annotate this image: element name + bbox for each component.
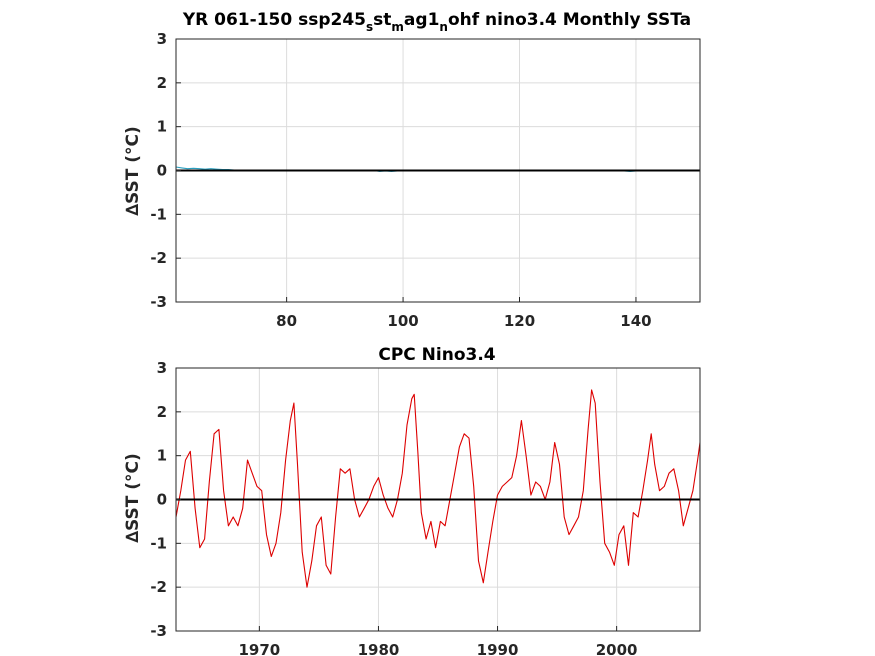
title-sub-2: m: [391, 20, 404, 34]
y-tick-label: 0: [157, 162, 167, 180]
y-tick-label: 3: [157, 359, 167, 377]
panel-bottom-title: CPC Nino3.4: [378, 345, 495, 365]
panel-top: YR 061-150 ssp245sstmag1nohf nino3.4 Mon…: [123, 10, 701, 330]
x-tick-label: 1990: [477, 641, 519, 656]
y-tick-label: 2: [157, 403, 167, 421]
y-tick-label: 1: [157, 118, 167, 136]
title-part-3: ag1: [404, 10, 439, 30]
panel-top-tick-labels: 80 100 120 140 -3 -2 -1 0 1 2 3: [150, 30, 651, 330]
y-tick-label: -3: [150, 293, 167, 311]
y-tick-label: -1: [150, 205, 167, 223]
y-tick-label: 1: [157, 447, 167, 465]
y-tick-label: 2: [157, 74, 167, 92]
panel-top-ylabel: ∆SST (°C): [123, 126, 143, 216]
x-tick-label: 80: [276, 312, 297, 330]
panel-top-title: YR 061-150 ssp245sstmag1nohf nino3.4 Mon…: [182, 10, 691, 34]
y-tick-label: 0: [157, 491, 167, 509]
x-tick-label: 1970: [238, 641, 280, 656]
panel-bottom: CPC Nino3.4 1970 1980 1990 2000 -3 -2 -1 0 1 2 3 ∆…: [123, 345, 701, 656]
x-tick-label: 100: [387, 312, 418, 330]
y-tick-label: -2: [150, 249, 167, 267]
series-line: [175, 389, 701, 588]
title-sub-1: s: [366, 20, 373, 34]
y-tick-label: 3: [157, 30, 167, 48]
y-tick-label: -3: [150, 622, 167, 640]
panel-bottom-tick-labels: 1970 1980 1990 2000 -3 -2 -1 0 1 2 3: [150, 359, 637, 656]
x-tick-label: 2000: [596, 641, 638, 656]
panel-bottom-ylabel: ∆SST (°C): [123, 453, 143, 543]
y-tick-label: -2: [150, 578, 167, 596]
y-tick-label: -1: [150, 534, 167, 552]
panel-bottom-series: [175, 389, 701, 588]
title-part-1: YR 061-150 ssp245: [182, 10, 366, 30]
x-tick-label: 1980: [358, 641, 400, 656]
title-part-2: st: [373, 10, 391, 30]
title-part-4: ohf nino3.4 Monthly SSTa: [448, 10, 691, 30]
x-tick-label: 120: [504, 312, 535, 330]
x-tick-label: 140: [620, 312, 651, 330]
title-sub-3: n: [439, 20, 448, 34]
